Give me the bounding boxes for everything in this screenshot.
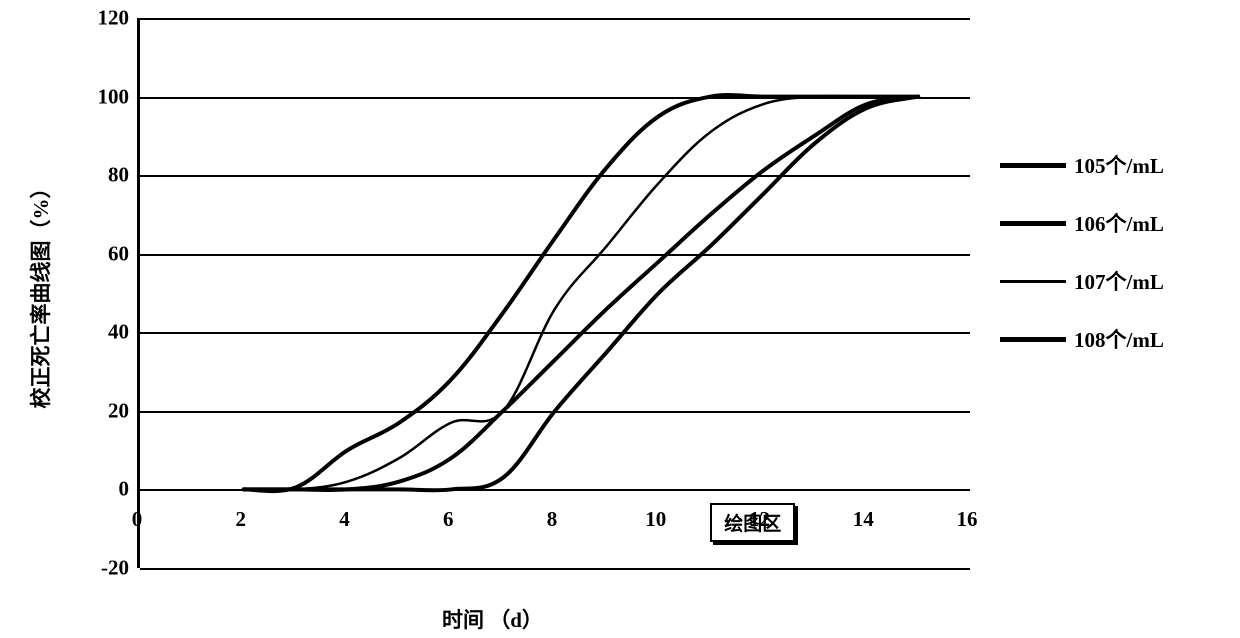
legend-swatch (1000, 337, 1066, 342)
y-gridline (140, 489, 970, 491)
legend-label: 108个/mL (1074, 324, 1164, 354)
legend-item: 108个/mL (1000, 324, 1164, 354)
y-gridline (140, 254, 970, 256)
series-line (244, 95, 918, 491)
x-tick-label: 0 (132, 507, 143, 532)
x-tick-label: 10 (645, 507, 666, 532)
y-tick-label: 20 (79, 398, 129, 423)
legend-swatch (1000, 163, 1066, 168)
y-gridline (140, 332, 970, 334)
y-tick-label: 80 (79, 163, 129, 188)
legend-label: 105个/mL (1074, 150, 1164, 180)
y-tick-label: 40 (79, 320, 129, 345)
legend-item: 105个/mL (1000, 150, 1164, 180)
legend-item: 107个/mL (1000, 266, 1164, 296)
x-tick-label: 2 (236, 507, 247, 532)
legend-item: 106个/mL (1000, 208, 1164, 238)
y-gridline (140, 18, 970, 20)
y-gridline (140, 568, 970, 570)
x-tick-label: 16 (957, 507, 978, 532)
y-tick-label: 100 (79, 84, 129, 109)
x-tick-label: 12 (749, 507, 770, 532)
x-tick-label: 4 (339, 507, 350, 532)
legend-label: 107个/mL (1074, 266, 1164, 296)
series-line (244, 97, 918, 490)
legend-swatch (1000, 280, 1066, 283)
chart-container: 校正死亡率曲线图（%） 时间 （d） 105个/mL 106个/mL 107个/mL… (0, 0, 1240, 638)
plot-area (137, 18, 970, 568)
y-tick-label: 60 (79, 241, 129, 266)
y-tick-label: 120 (79, 6, 129, 31)
y-gridline (140, 411, 970, 413)
y-gridline (140, 175, 970, 177)
y-gridline (140, 97, 970, 99)
x-tick-label: 8 (547, 507, 558, 532)
y-tick-label: -20 (79, 556, 129, 581)
series-line (244, 97, 918, 491)
x-tick-label: 14 (853, 507, 874, 532)
x-tick-label: 6 (443, 507, 454, 532)
x-axis-label: 时间 （d） (442, 604, 543, 634)
legend: 105个/mL 106个/mL 107个/mL 108个/mL (1000, 150, 1164, 382)
y-tick-label: 0 (79, 477, 129, 502)
legend-label: 106个/mL (1074, 208, 1164, 238)
legend-swatch (1000, 221, 1066, 226)
series-lines (140, 18, 970, 568)
series-line (244, 96, 918, 490)
y-axis-label: 校正死亡率曲线图（%） (25, 178, 55, 409)
